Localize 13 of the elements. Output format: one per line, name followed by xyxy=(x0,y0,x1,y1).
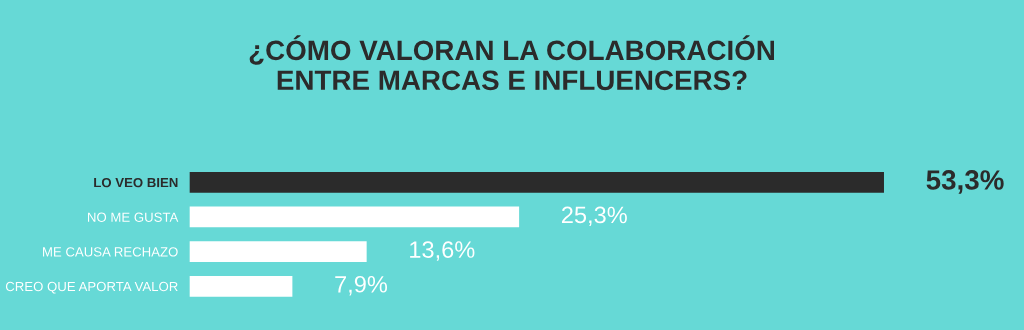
bar xyxy=(189,241,367,263)
data-label: 7,9% xyxy=(335,275,388,296)
y-tick-label: LO VEO BIEN xyxy=(94,177,178,188)
y-tick-label: CREO QUE APORTA VALOR xyxy=(5,281,178,294)
bar xyxy=(189,275,293,297)
bar xyxy=(189,206,520,228)
bar xyxy=(189,171,884,193)
y-tick-label: ME CAUSA RECHAZO xyxy=(43,247,178,257)
y-tick-label: NO ME GUSTA xyxy=(88,212,179,222)
data-label: 25,3% xyxy=(561,206,627,227)
data-label: 13,6% xyxy=(410,241,475,261)
data-label: 53,3% xyxy=(926,170,1004,194)
chart-title: ¿CÓMO VALORAN LA COLABORACIÓN ENTRE MARCAS E INFLUENCERS? xyxy=(249,35,774,91)
